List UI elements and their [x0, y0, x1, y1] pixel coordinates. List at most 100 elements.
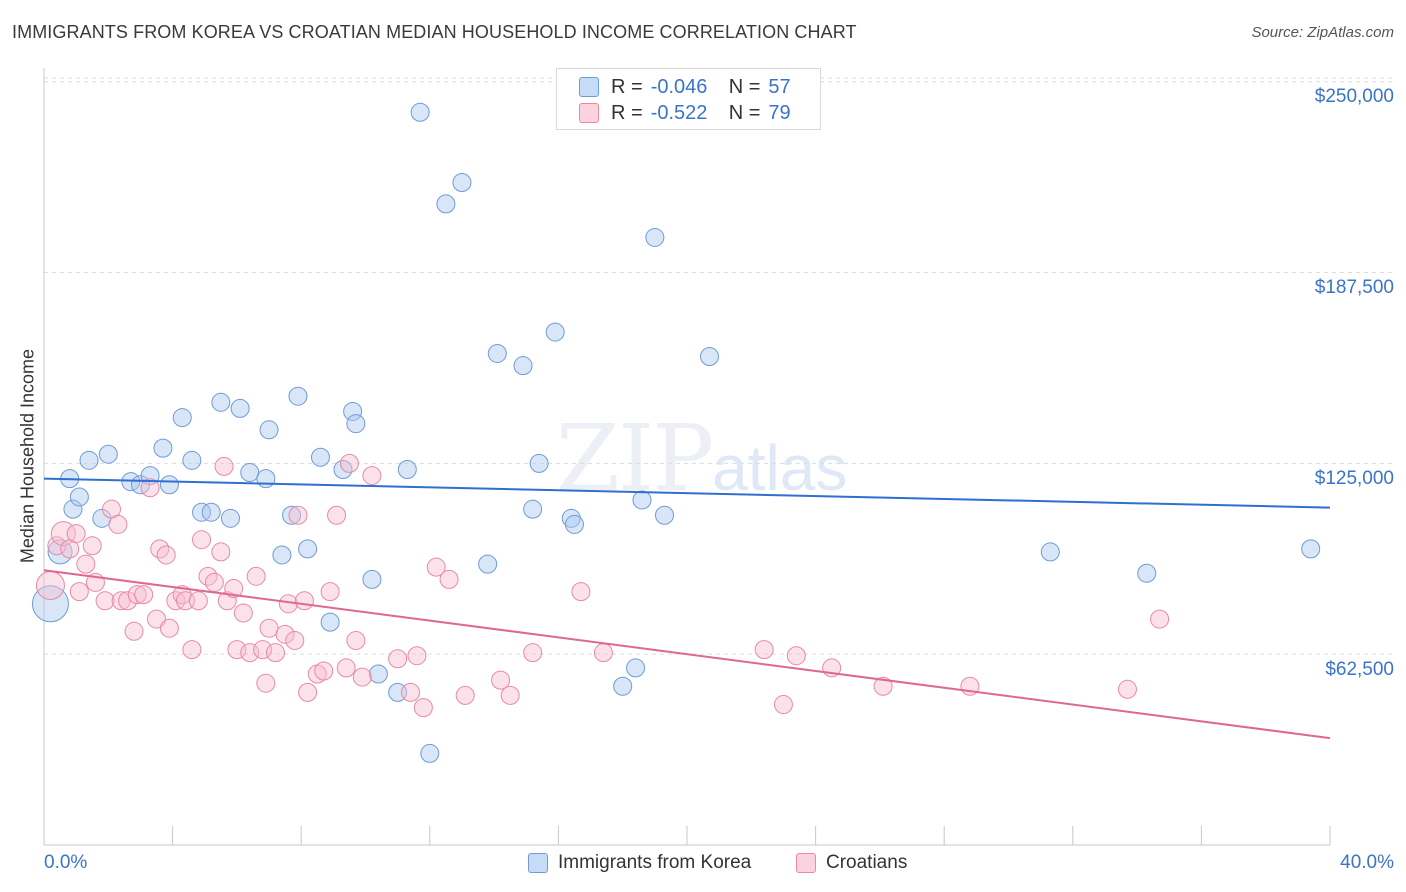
croatian-point: [214, 456, 234, 476]
y-tick-label: $62,500: [1325, 659, 1394, 680]
croatian-point: [259, 618, 279, 638]
korea-point: [645, 227, 665, 247]
korea-point: [240, 463, 260, 483]
croatian-point: [211, 542, 231, 562]
y-axis-label: Median Household Income: [17, 348, 38, 564]
croatian-point: [320, 582, 340, 602]
legend-swatch-pink: [796, 853, 816, 873]
croatian-point: [240, 643, 260, 663]
croatian-point: [362, 466, 382, 486]
x-tick-label: 40.0%: [1340, 852, 1394, 873]
croatian-point: [69, 582, 89, 602]
croatian-point: [352, 667, 372, 687]
y-tick-label: $187,500: [1314, 277, 1394, 298]
korea-point: [1137, 563, 1157, 583]
korea-point: [343, 401, 363, 421]
y-tick-label: $250,000: [1314, 86, 1394, 107]
korea-point: [230, 398, 250, 418]
croatian-point: [217, 591, 237, 611]
korea-point: [487, 343, 507, 363]
correlation-legend: R = -0.046 N = 57 R = -0.522 N = 79: [556, 68, 821, 130]
croatian-point: [265, 643, 285, 663]
croatian-point: [491, 670, 511, 690]
korea-point: [172, 408, 192, 428]
croatian-trend-line: [43, 569, 1331, 740]
croatian-point: [188, 591, 208, 611]
legend-swatch-blue: [579, 77, 599, 97]
korea-point: [211, 392, 231, 412]
legend-r-label: R =: [611, 75, 643, 98]
croatian-point: [439, 569, 459, 589]
korea-point: [298, 539, 318, 559]
bottom-legend-korea: Immigrants from Korea: [528, 852, 751, 874]
croatian-point: [339, 453, 359, 473]
legend-r-label: R =: [611, 101, 643, 124]
croatian-point: [246, 566, 266, 586]
croatian-point: [1150, 609, 1170, 629]
croatian-point: [127, 585, 147, 605]
legend-r-value: -0.522: [650, 101, 708, 124]
legend-swatch-blue: [528, 853, 548, 873]
legend-n-label: N =: [728, 101, 761, 124]
korea-point: [452, 172, 472, 192]
croatian-point: [407, 646, 427, 666]
croatian-point: [82, 536, 102, 556]
croatian-point: [253, 640, 273, 660]
series-name: Immigrants from Korea: [558, 852, 752, 873]
croatian-point: [95, 591, 115, 611]
croatian-point: [275, 624, 295, 644]
croatian-point: [523, 643, 543, 663]
croatian-point: [786, 646, 806, 666]
croatian-point: [147, 609, 167, 629]
legend-n-label: N =: [728, 75, 761, 98]
legend-n-value: 79: [768, 101, 791, 124]
croatian-point: [204, 572, 224, 592]
korea-point: [259, 420, 279, 440]
croatian-point: [124, 621, 144, 641]
croatian-point: [134, 585, 154, 605]
korea-point: [272, 545, 292, 565]
croatian-point: [314, 661, 334, 681]
croatian-point: [66, 524, 86, 544]
korea-point: [513, 356, 533, 376]
source-label: Source: ZipAtlas.com: [1251, 24, 1394, 41]
korea-point: [613, 676, 633, 696]
korea-point: [654, 505, 674, 525]
korea-point: [153, 438, 173, 458]
korea-point: [478, 554, 498, 574]
croatian-point: [571, 582, 591, 602]
croatian-point: [426, 557, 446, 577]
croatian-point: [500, 685, 520, 705]
korea-point: [320, 612, 340, 632]
korea-point: [564, 514, 584, 534]
korea-point: [529, 453, 549, 473]
korea-point: [420, 743, 440, 763]
korea-point: [561, 508, 581, 528]
korea-point: [436, 194, 456, 214]
croatian-point: [455, 685, 475, 705]
croatian-point: [233, 603, 253, 623]
croatian-point: [388, 649, 408, 669]
korea-point: [545, 322, 565, 342]
korea-point: [201, 502, 221, 522]
korea-point: [256, 469, 276, 489]
croatian-point: [413, 698, 433, 718]
croatian-point: [294, 591, 314, 611]
legend-row-croatians: R = -0.522 N = 79: [579, 101, 791, 125]
korea-point: [63, 499, 83, 519]
korea-point: [1040, 542, 1060, 562]
croatian-point: [227, 640, 247, 660]
croatian-point: [256, 673, 276, 693]
legend-r-value: -0.046: [650, 75, 708, 98]
croatian-point: [192, 530, 212, 550]
korea-point: [523, 499, 543, 519]
series-name: Croatians: [826, 852, 908, 873]
croatian-point: [773, 695, 793, 715]
korea-point: [69, 487, 89, 507]
korea-point: [31, 585, 69, 623]
korea-point: [98, 444, 118, 464]
korea-trend-line: [43, 477, 1331, 509]
croatian-point: [1117, 679, 1137, 699]
croatian-point: [182, 640, 202, 660]
